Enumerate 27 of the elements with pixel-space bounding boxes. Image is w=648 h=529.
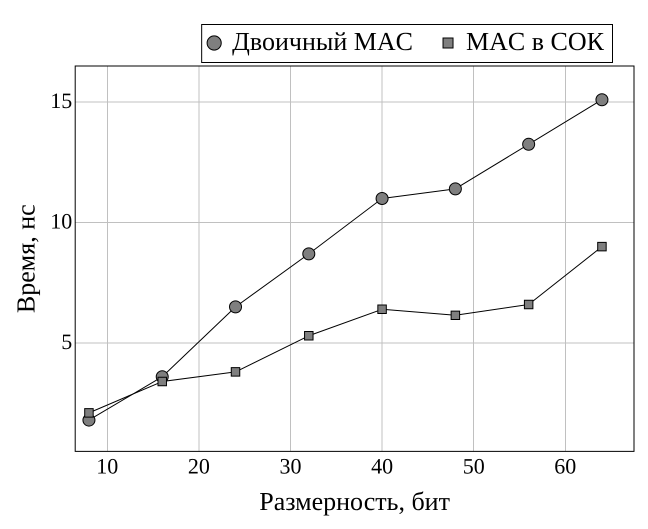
- point: [448, 182, 462, 196]
- point: [230, 367, 240, 377]
- point: [597, 242, 607, 252]
- point: [524, 300, 534, 310]
- legend-label: MAC в СОК: [466, 26, 605, 56]
- point: [157, 376, 167, 386]
- legend-label: Двоичный MAC: [232, 26, 414, 56]
- point: [377, 304, 387, 314]
- x-tick-label: 10: [96, 453, 118, 478]
- x-tick-label: 20: [188, 453, 210, 478]
- point: [522, 138, 536, 151]
- point: [229, 300, 242, 314]
- x-tick-label: 40: [371, 453, 394, 478]
- y-tick-label: 15: [50, 88, 72, 113]
- y-axis-title: Время, нс: [11, 204, 40, 314]
- x-tick-label: 50: [462, 453, 485, 478]
- x-tick-label: 30: [279, 453, 302, 478]
- point: [304, 331, 314, 341]
- point: [450, 310, 460, 320]
- point: [302, 247, 316, 260]
- point: [376, 192, 389, 205]
- point: [595, 93, 608, 106]
- point: [84, 408, 94, 418]
- y-tick-label: 10: [50, 208, 72, 234]
- y-tick-label: 5: [61, 328, 72, 354]
- x-axis-title: Размерность, бит: [259, 487, 450, 516]
- x-tick-label: 60: [554, 453, 576, 478]
